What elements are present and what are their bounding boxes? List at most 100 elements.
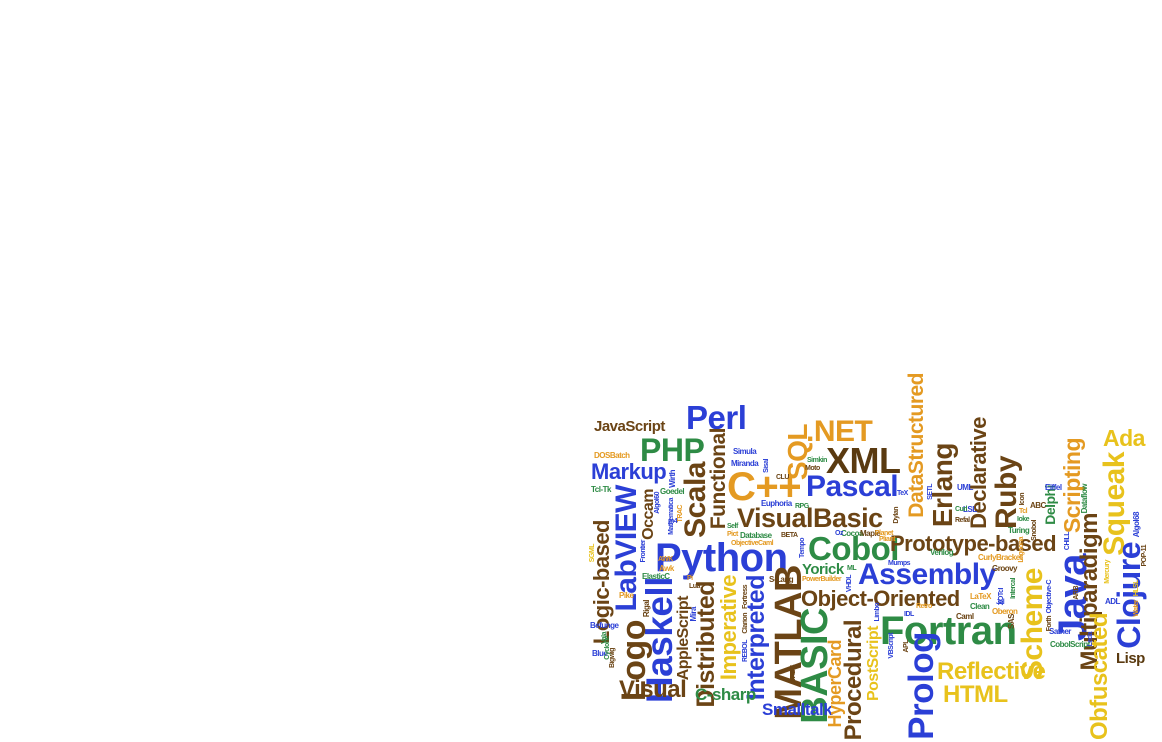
word-ioke: Ioke	[1017, 516, 1030, 523]
word-abc: ABC	[1030, 501, 1046, 510]
word-vhdl: VHDL	[846, 575, 853, 593]
word-mathematica: Mathematica	[668, 498, 675, 535]
word-functional: Functional	[707, 428, 730, 530]
word-lagoona: Lagoona	[1018, 537, 1025, 563]
word-groovy: Groovy	[992, 564, 1018, 573]
word-prototype-based: Prototype-based	[890, 531, 1057, 556]
word-c-sharp: C-sharp	[695, 685, 756, 704]
word-object-oriented: Object-Oriented	[801, 586, 960, 611]
word-frontier: Frontier	[640, 540, 647, 563]
word-xml: XML	[826, 440, 901, 481]
word-miranda: Miranda	[731, 459, 759, 468]
word-lsl: LSL	[963, 505, 977, 514]
word-tads: TADS	[790, 665, 797, 682]
word-javascript: JavaScript	[594, 418, 665, 435]
word-apl: APL	[903, 640, 910, 653]
word-procedural: Procedural	[840, 620, 867, 741]
word-reflective: Reflective	[937, 658, 1046, 685]
word-postscript: PostScript	[865, 626, 882, 702]
word-goedel: Goedel	[660, 487, 685, 496]
word-dylan: Dylan	[893, 507, 900, 524]
word-tcl: Tcl	[1019, 508, 1028, 515]
word-markup: Markup	[591, 459, 667, 484]
word-clarion: Clarion	[742, 613, 749, 634]
word-dataflow: Dataflow	[1080, 484, 1089, 514]
word-dotnet: .NET	[806, 415, 873, 448]
word-cobol: Cobol	[808, 530, 899, 567]
word-caml: Caml	[956, 612, 974, 621]
word-s-lang: S-Lang	[769, 575, 794, 584]
word-snobol: Snobol	[1031, 520, 1038, 541]
word-vbscript: VBScript	[888, 633, 895, 659]
word-assembly: Assembly	[858, 558, 996, 591]
word-oz: Oz	[835, 530, 843, 537]
word-database: Database	[740, 531, 772, 540]
word-mercury: Mercury	[1104, 560, 1111, 584]
word-icon: Icon	[1019, 493, 1026, 506]
word-tempo: Tempo	[799, 538, 806, 558]
word-awk: Awk	[659, 564, 674, 573]
word-objective-c: Objective-C	[1046, 580, 1053, 614]
word-pascal: Pascal	[806, 470, 899, 503]
word-pliant: Pliant	[879, 536, 896, 543]
word-sisal: Sisal	[763, 459, 770, 473]
word-pict: Pict	[727, 531, 738, 538]
word-mira: Mira	[689, 607, 698, 622]
word-maple: Maple	[860, 529, 881, 538]
word-blue: Blue	[592, 649, 608, 658]
word-befunge: Befunge	[590, 621, 619, 630]
word-chill: CHILL	[1064, 532, 1071, 551]
word-ada: Ada	[1103, 425, 1145, 451]
word-uml: UML	[957, 483, 973, 492]
word-datastructured: DataStructured	[905, 373, 928, 518]
word-turing: Turing	[1008, 526, 1030, 535]
word-hlsl: HLSL	[1133, 580, 1140, 597]
word-visualbasic: VisualBasic	[737, 503, 883, 533]
word-trac: TRAC	[677, 505, 684, 523]
word-awk2: AWK	[658, 556, 673, 563]
word-sather: Sather	[1049, 627, 1071, 636]
word-algol60: Algol60	[654, 492, 661, 514]
word-beta: BETA	[781, 532, 798, 539]
word-idl: IDL	[904, 611, 914, 618]
word-cobolscript: CobolScript	[1050, 640, 1090, 649]
word-lisp: Lisp	[1116, 650, 1145, 667]
word-algol68: Algol68	[1132, 512, 1141, 538]
word-vala: Vala	[601, 632, 608, 645]
word-oberon: Oberon	[992, 607, 1018, 616]
word-euphoria: Euphoria	[761, 499, 792, 508]
word-verilog: Verilog	[930, 548, 954, 557]
word-python: Python	[655, 536, 788, 580]
word-cplusplus: C++	[727, 465, 802, 509]
word-adl: ADL	[1105, 597, 1120, 606]
word-leda: Leda	[1087, 632, 1094, 647]
word-simula: Simula	[733, 447, 757, 456]
word-php: PHP	[640, 432, 705, 468]
word-yorick: Yorick	[802, 561, 844, 578]
word-moto: Moto	[805, 465, 820, 472]
word-rigal: Rigal	[642, 600, 651, 618]
word-hypercard: HyperCard	[825, 640, 845, 728]
word-simkin: Simkin	[807, 457, 827, 464]
word-dosbatch: DOSBatch	[594, 451, 630, 460]
word-ml: ML	[847, 565, 857, 572]
word-m4: m4	[668, 518, 678, 525]
word-tex: TeX	[897, 490, 908, 497]
word-setl: SETL	[927, 484, 934, 500]
word-rpg: RPG	[795, 503, 809, 510]
word-powerbuilder: PowerBuilder	[802, 576, 842, 583]
word-arb: ARB	[1073, 586, 1080, 600]
word-limbo: Limbo	[874, 603, 881, 622]
word-water: Water	[1133, 600, 1140, 617]
word-latex: LaTeX	[970, 592, 991, 601]
word-smalltalk: Smalltalk	[762, 700, 833, 719]
word-pi: Pi	[687, 575, 693, 582]
word-retro: Retro	[916, 603, 932, 610]
word-intercal: Intercal	[1010, 578, 1017, 599]
word-lua: Lua	[689, 583, 700, 590]
word-squeak: Squeak	[1098, 452, 1131, 556]
word-clean: Clean	[970, 602, 990, 611]
word-planet: Planet	[875, 530, 894, 537]
word-forth: Forth	[1046, 616, 1053, 632]
word-sas: SAS	[1007, 614, 1016, 629]
